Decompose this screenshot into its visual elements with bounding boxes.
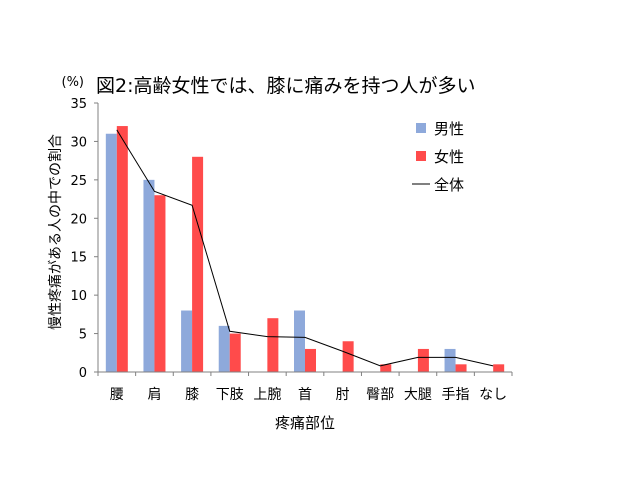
y-tick-label: 25 xyxy=(70,174,87,189)
legend-label: 女性 xyxy=(434,148,464,166)
y-tick-label: 10 xyxy=(70,289,87,304)
y-axis-label: 慢性疼痛がある人の中での割合 xyxy=(47,134,64,330)
bar xyxy=(294,310,305,372)
x-tick-label: 下肢 xyxy=(216,387,244,403)
bar xyxy=(192,156,204,372)
bar xyxy=(444,348,456,372)
legend-swatch xyxy=(416,123,426,133)
y-axis-unit-label: (%) xyxy=(62,75,85,90)
bar xyxy=(342,341,354,372)
y-tick-label: 15 xyxy=(70,251,87,266)
bar xyxy=(455,364,467,372)
x-tick-label: 手指 xyxy=(442,387,470,403)
x-tick-label: なし xyxy=(479,387,507,403)
x-tick-label: 首 xyxy=(298,387,312,403)
x-axis-label: 疼痛部位 xyxy=(275,414,335,432)
bar xyxy=(116,126,128,372)
bar xyxy=(305,348,316,372)
x-tick-label: 大腿 xyxy=(404,387,432,403)
y-tick-label: 5 xyxy=(79,328,87,343)
legend-label: 男性 xyxy=(434,120,464,138)
bar xyxy=(267,318,279,372)
bar xyxy=(493,364,505,372)
bar xyxy=(417,348,429,372)
legend-swatch xyxy=(416,151,426,161)
x-tick-label: 上腕 xyxy=(253,387,281,403)
bars-layer xyxy=(105,126,505,372)
y-tick-label: 0 xyxy=(79,366,87,381)
x-tick-label: 臀部 xyxy=(366,387,394,403)
bar xyxy=(218,325,230,372)
legend-label: 全体 xyxy=(434,176,464,194)
y-tick-label: 35 xyxy=(70,97,87,112)
bar xyxy=(105,133,117,372)
x-tick-label: 腰 xyxy=(110,387,124,403)
bar xyxy=(380,364,392,372)
bar xyxy=(229,333,241,372)
bar xyxy=(181,310,193,372)
series-line xyxy=(116,129,494,367)
y-tick-label: 30 xyxy=(70,135,87,150)
bar xyxy=(143,179,155,372)
x-tick-label: 膝 xyxy=(185,387,199,403)
line-layer xyxy=(116,129,494,367)
x-tick-label: 肘 xyxy=(336,387,350,403)
chart-title: 図2:高齢女性では、膝に痛みを持つ人が多い xyxy=(96,75,476,97)
x-tick-label: 肩 xyxy=(147,387,161,403)
axes-layer: 0 5 10 15 20 25 30 35 腰 肩 膝 下肢 上腕 首 肘臀部 大腿 手指 なし xyxy=(70,97,513,403)
y-tick-label: 20 xyxy=(70,212,87,227)
bar xyxy=(154,195,166,372)
